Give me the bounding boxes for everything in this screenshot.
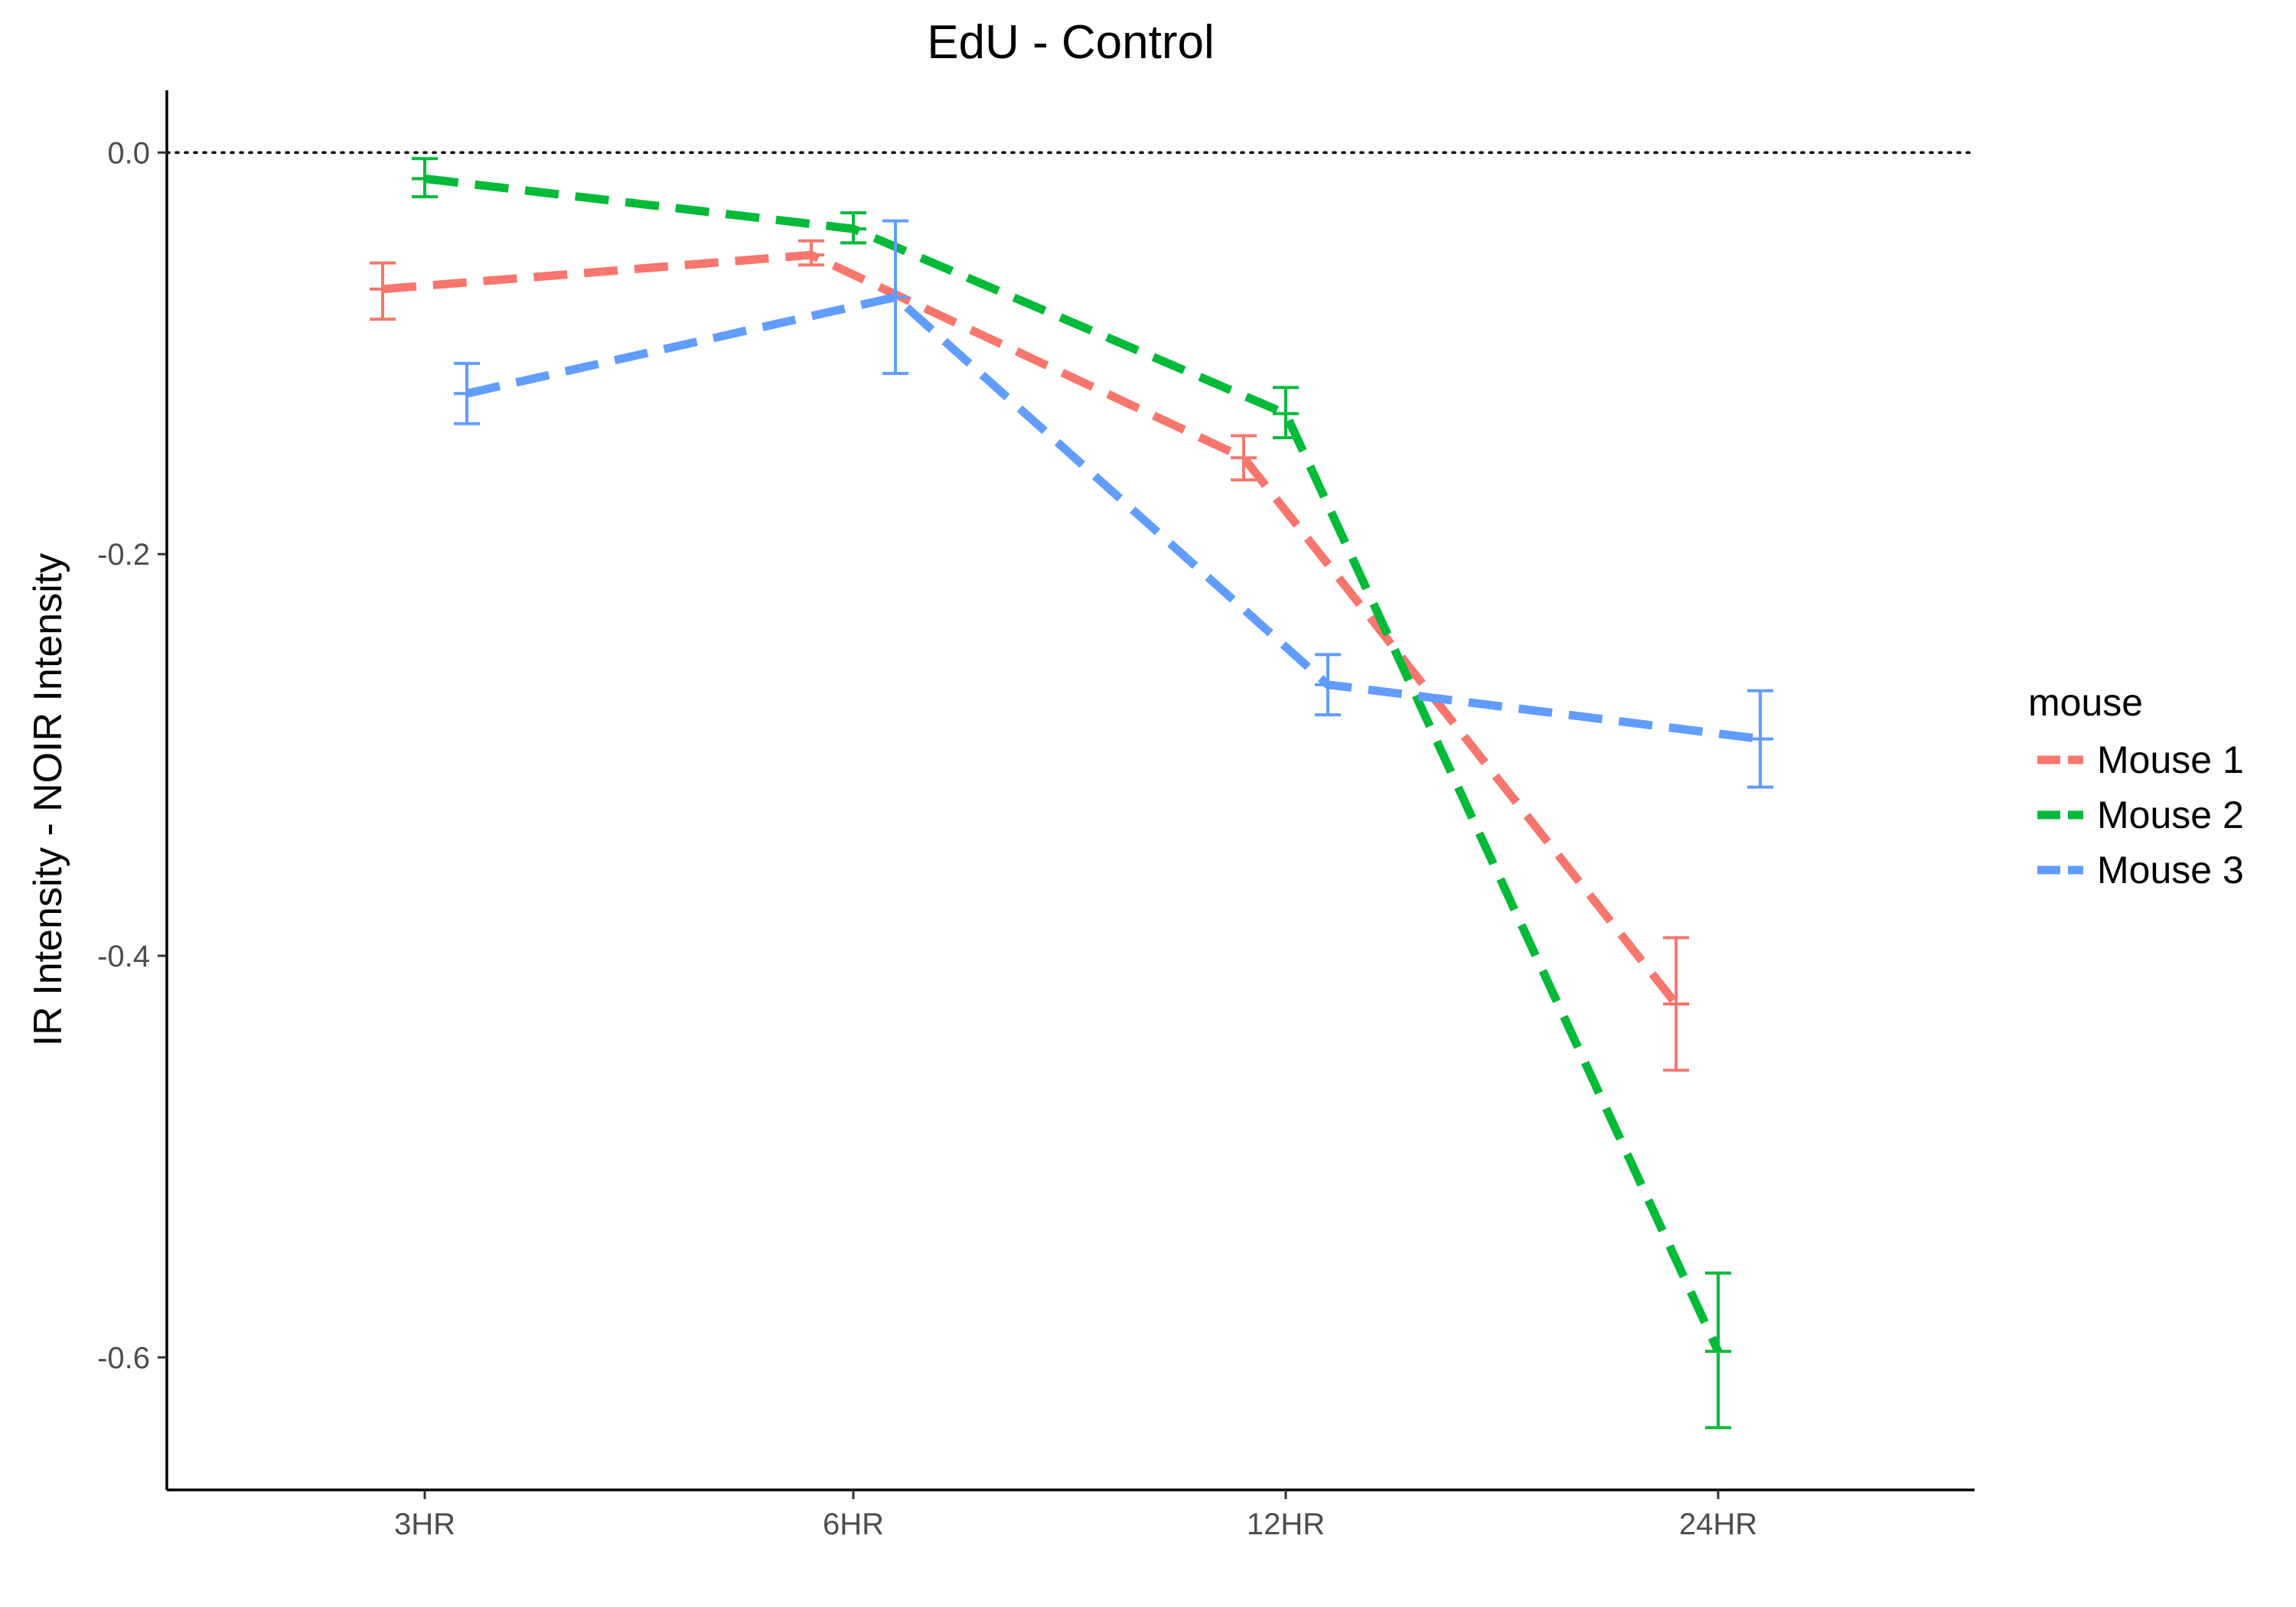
plot-area: 0.0 -0.2 -0.4 -0.6 3HR 6HR 12HR 24HR: [97, 90, 1976, 1541]
y-tick-label: 0.0: [107, 136, 150, 170]
series-line-mouse-1: [382, 250, 1680, 1007]
y-axis-label: IR Intensity - NOIR Intensity: [26, 553, 70, 1046]
error-bar: [1315, 653, 1341, 717]
x-tick-label: 3HR: [394, 1508, 455, 1541]
error-bar: [798, 239, 824, 267]
legend-label: Mouse 1: [2097, 738, 2244, 781]
error-bar: [1231, 434, 1257, 482]
error-bar: [840, 211, 866, 245]
y-tick-label: -0.6: [97, 1341, 150, 1375]
x-tick-label: 6HR: [823, 1508, 884, 1541]
error-bar: [1663, 936, 1689, 1072]
x-tick-label: 24HR: [1679, 1508, 1757, 1541]
legend-item: Mouse 2: [2037, 794, 2244, 836]
legend-label: Mouse 2: [2097, 794, 2244, 836]
y-tick-label: -0.2: [97, 538, 150, 572]
error-bar: [1747, 689, 1773, 789]
series-line-mouse-3: [465, 292, 1761, 744]
error-bar: [882, 219, 908, 375]
error-bar: [1705, 1271, 1731, 1429]
legend-title: mouse: [2028, 681, 2143, 724]
legend: mouse Mouse 1 Mouse 2 Mouse 3: [2028, 681, 2244, 892]
error-bar: [370, 261, 396, 321]
error-bar: [1273, 386, 1299, 439]
legend-label: Mouse 3: [2097, 849, 2244, 892]
chart-title: EdU - Control: [927, 16, 1215, 69]
legend-item: Mouse 1: [2037, 738, 2244, 781]
legend-item: Mouse 3: [2037, 849, 2244, 892]
x-tick-label: 12HR: [1247, 1508, 1325, 1541]
y-tick-label: -0.4: [97, 940, 150, 973]
error-bar: [454, 361, 480, 425]
error-bar: [412, 157, 438, 199]
series-line-mouse-2: [424, 174, 1722, 1354]
